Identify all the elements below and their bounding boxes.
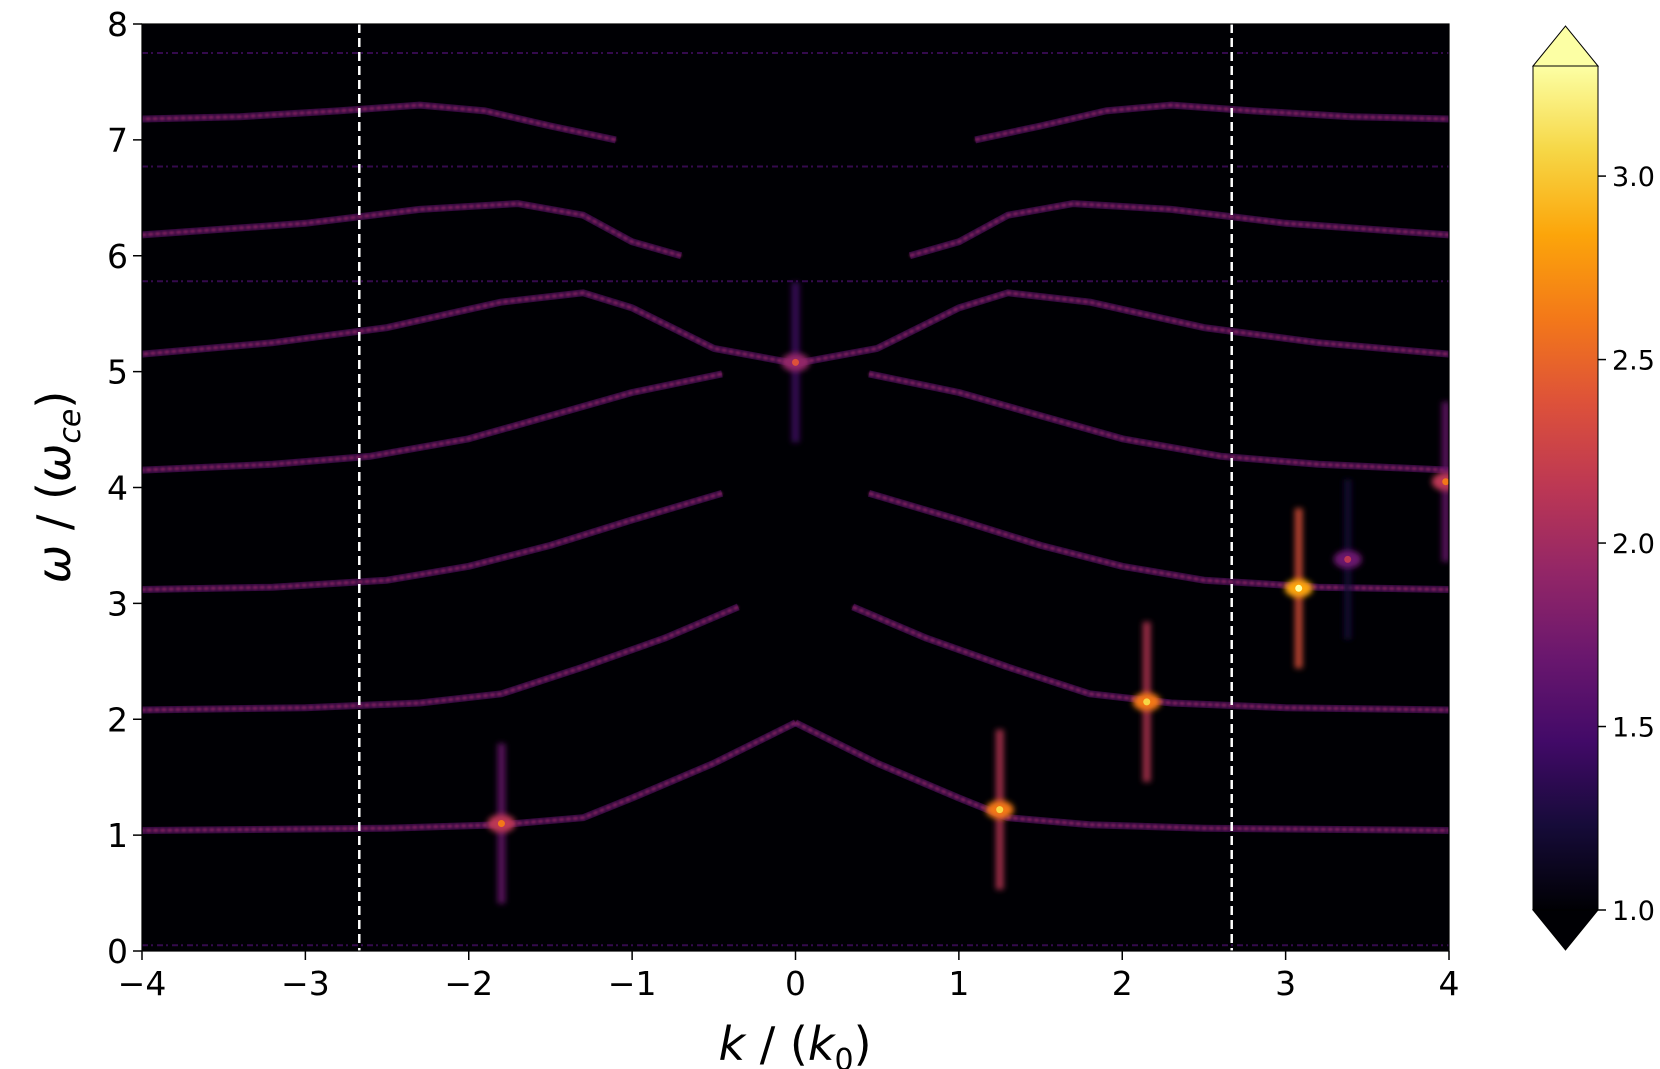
colorbar-tick-label: 2.5 xyxy=(1612,346,1655,377)
hotspot-halo xyxy=(1431,472,1449,491)
dispersion-branch xyxy=(795,291,1449,365)
x-tick-label: 3 xyxy=(1275,964,1296,1003)
y-tick-label: 1 xyxy=(107,816,128,855)
hotspot xyxy=(1442,478,1449,486)
colorbar-tick-label: 1.0 xyxy=(1612,896,1655,927)
colorbar-extend-max xyxy=(1531,25,1600,67)
x-tick-label: −1 xyxy=(608,964,657,1003)
hotspot xyxy=(497,820,505,828)
y-axis-label: ω / (ωce) xyxy=(27,391,88,584)
y-tick-label: 4 xyxy=(107,469,128,508)
colorbar-tick-label: 2.0 xyxy=(1612,529,1655,560)
x-tick-label: 2 xyxy=(1112,964,1133,1003)
y-tick-label: 2 xyxy=(107,700,128,739)
y-axis: 0 1 2 3 4 5 6 7 8 xyxy=(107,5,142,971)
dispersion-branch xyxy=(974,103,1449,142)
colorbar-extend-min xyxy=(1531,909,1600,951)
x-axis-label: k / (k0) xyxy=(718,1017,871,1069)
x-tick-label: 1 xyxy=(948,964,969,1003)
hotspot xyxy=(1344,555,1352,563)
dispersion-branch xyxy=(142,492,723,591)
x-tick-label: 4 xyxy=(1439,964,1460,1003)
y-tick-label: 5 xyxy=(107,353,128,392)
dispersion-branch xyxy=(794,721,1449,832)
hotspot xyxy=(792,358,799,366)
x-tick-label: 0 xyxy=(785,964,806,1003)
y-tick-label: 8 xyxy=(107,5,128,44)
dispersion-branch xyxy=(909,202,1449,258)
dispersion-branch xyxy=(142,372,723,472)
dispersion-branch xyxy=(868,372,1449,472)
hotspot xyxy=(1295,584,1303,592)
x-axis: −4 −3 −2 −1 0 1 2 3 4 xyxy=(118,951,1460,1003)
hotspot xyxy=(1143,698,1151,706)
colorbar: 1.0 1.5 2.0 2.5 3.0 xyxy=(1531,25,1655,951)
colorbar-tick-label: 3.0 xyxy=(1612,162,1655,193)
x-tick-label: −3 xyxy=(281,964,330,1003)
dispersion-branch xyxy=(142,103,617,142)
y-tick-label: 7 xyxy=(107,121,128,160)
colorbar-gradient xyxy=(1533,66,1598,910)
x-tick-label: −4 xyxy=(118,964,167,1003)
y-tick-label: 3 xyxy=(107,584,128,623)
x-tick-label: −2 xyxy=(444,964,493,1003)
hotspot xyxy=(996,806,1004,814)
heatmap xyxy=(141,23,1450,952)
plot-background xyxy=(142,24,1449,951)
dispersion-branch xyxy=(142,202,682,258)
dispersion-branch xyxy=(852,605,1449,712)
dispersion-branch xyxy=(142,291,796,365)
dispersion-branch xyxy=(142,721,797,832)
colorbar-tick-label: 1.5 xyxy=(1612,713,1655,744)
dispersion-branch xyxy=(868,492,1449,591)
y-tick-label: 6 xyxy=(107,237,128,276)
y-tick-label: 0 xyxy=(107,932,128,971)
dispersion-branch xyxy=(142,605,739,712)
